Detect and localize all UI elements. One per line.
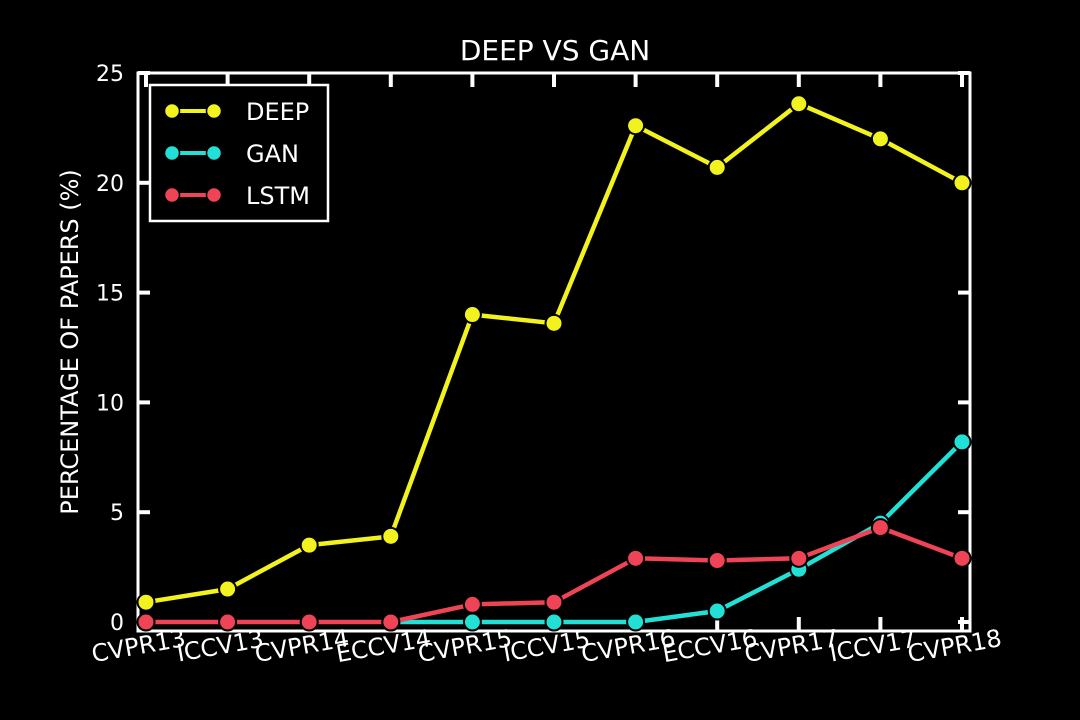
- y-tick-label: 0: [110, 611, 124, 636]
- data-point-deep: [299, 535, 319, 555]
- y-tick-label: 25: [96, 62, 124, 87]
- data-point-lstm: [707, 551, 727, 571]
- data-point-gan: [707, 601, 727, 621]
- legend-marker-lstm: [205, 186, 223, 204]
- legend-marker-lstm: [163, 186, 181, 204]
- data-point-gan: [462, 612, 482, 632]
- data-point-lstm: [544, 592, 564, 612]
- data-point-lstm: [381, 612, 401, 632]
- data-point-deep: [626, 116, 646, 136]
- data-point-deep: [544, 313, 564, 333]
- series-points-deep: [136, 94, 972, 612]
- data-point-lstm: [952, 548, 972, 568]
- legend-label-gan: GAN: [246, 140, 299, 168]
- y-tick-label: 15: [96, 282, 124, 307]
- data-point-deep: [218, 579, 238, 599]
- y-tick-label: 10: [96, 391, 124, 416]
- legend-marker-deep: [163, 102, 181, 120]
- data-point-lstm: [626, 548, 646, 568]
- data-point-lstm: [136, 612, 156, 632]
- data-point-gan: [626, 612, 646, 632]
- series-points-lstm: [136, 518, 972, 632]
- data-point-lstm: [462, 594, 482, 614]
- chart-title: DEEP VS GAN: [460, 34, 650, 67]
- legend-marker-gan: [205, 144, 223, 162]
- legend: DEEP GAN LSTM: [148, 83, 330, 223]
- data-point-deep: [789, 94, 809, 114]
- data-point-deep: [462, 305, 482, 325]
- data-point-deep: [707, 157, 727, 177]
- legend-label-lstm: LSTM: [246, 182, 310, 210]
- data-point-lstm: [789, 548, 809, 568]
- data-point-lstm: [870, 518, 890, 538]
- data-point-lstm: [218, 612, 238, 632]
- data-point-deep: [952, 173, 972, 193]
- data-point-deep: [136, 592, 156, 612]
- y-tick-label: 5: [110, 501, 124, 526]
- legend-marker-gan: [163, 144, 181, 162]
- data-point-deep: [870, 129, 890, 149]
- y-axis-label: PERCENTAGE OF PAPERS (%): [56, 169, 84, 515]
- data-point-lstm: [299, 612, 319, 632]
- y-tick-label: 20: [96, 172, 124, 197]
- legend-label-deep: DEEP: [246, 98, 309, 126]
- data-point-gan: [952, 432, 972, 452]
- series-layer: [136, 94, 972, 632]
- data-point-gan: [544, 612, 564, 632]
- data-point-deep: [381, 526, 401, 546]
- legend-marker-deep: [205, 102, 223, 120]
